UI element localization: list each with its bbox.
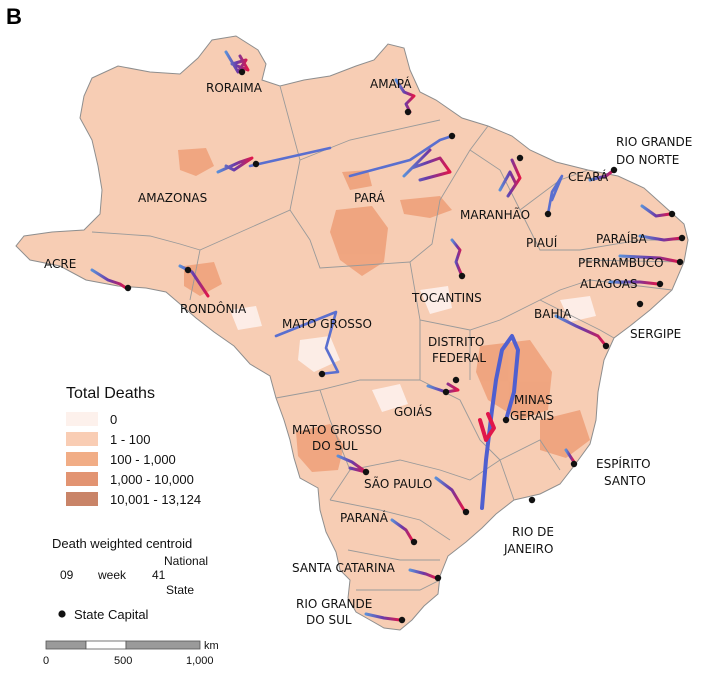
legend-classes: 0 1 - 100 100 - 1,000 1,000 - 10,000 10,… [66,412,201,507]
label-mato-grosso: MATO GROSSO [282,317,372,331]
legend-label-3: 1,000 - 10,000 [110,472,194,487]
label-roraima: RORAIMA [206,81,263,95]
label-ms-1: MATO GROSSO [292,423,382,437]
label-pernambuco: PERNAMBUCO [578,256,664,270]
label-santa-catarina: SANTA CATARINA [292,561,396,575]
legend: Total Deaths 0 1 - 100 100 - 1,000 1,000… [52,385,208,622]
legend-label-0: 0 [110,412,117,427]
label-rondonia: RONDÔNIA [180,301,247,316]
label-parana: PARANÁ [340,510,389,525]
label-df-1: DISTRITO [428,335,484,349]
light-patches [230,286,596,412]
panel-label: B [6,4,22,29]
brazil-outline [15,35,689,631]
label-rgs-1: RIO GRANDE [296,597,372,611]
label-sao-paulo: SÃO PAULO [364,476,432,491]
legend-label-4: 10,001 - 13,124 [110,492,201,507]
legend-swatch-4 [66,492,98,506]
label-goias: GOIÁS [394,404,432,419]
label-piaui: PIAUÍ [526,235,558,250]
label-maranhao: MARANHÃO [460,207,530,222]
centroid-legend-title: Death weighted centroid [52,536,192,551]
label-amapa: AMAPÁ [370,76,412,91]
state-capitals [124,68,686,624]
label-rgs-2: DO SUL [306,613,352,627]
national-label: National [164,554,208,568]
legend-swatch-1 [66,432,98,446]
legend-label-2: 100 - 1,000 [110,452,176,467]
label-es-1: ESPÍRITO [596,456,651,471]
label-tocantins: TOCANTINS [411,291,482,305]
label-paraiba: PARAÍBA [596,231,648,246]
label-ms-2: DO SUL [312,439,358,453]
week-start: 09 [60,568,74,582]
label-df-2: FEDERAL [432,351,486,365]
label-rj-2: JANEIRO [503,542,553,556]
label-acre: ACRE [44,257,76,271]
label-bahia: BAHIA [534,307,572,321]
scale-unit: km [204,640,219,652]
label-mg-1: MINAS [514,393,553,407]
legend-swatch-3 [66,472,98,486]
scale-tick-0: 0 [43,655,49,667]
label-amazonas: AMAZONAS [138,191,207,205]
label-rj-1: RIO DE [512,525,554,539]
label-mg-2: GERAIS [510,409,554,423]
label-es-2: SANTO [604,474,646,488]
scale-tick-1000: 1,000 [186,655,214,667]
label-ceara: CEARÁ [568,169,609,184]
legend-swatch-0 [66,412,98,426]
label-alagoas: ALAGOAS [580,277,638,291]
state-labels: RORAIMA AMAPÁ AMAZONAS PARÁ ACRE RONDÔNI… [44,76,692,627]
label-rgn-1: RIO GRANDE [616,135,692,149]
scale-tick-500: 500 [114,655,132,667]
label-para: PARÁ [354,190,386,205]
week-end: 41 [152,568,166,582]
label-sergipe: SERGIPE [630,327,681,341]
legend-label-1: 1 - 100 [110,432,150,447]
capital-label: State Capital [74,607,149,622]
scale-bar: km 0 500 1,000 [43,640,219,667]
capital-legend-dot [58,610,66,618]
state-label: State [166,583,194,597]
legend-swatch-2 [66,452,98,466]
week-word: week [97,568,127,582]
legend-title: Total Deaths [66,385,155,402]
label-rgn-2: DO NORTE [616,153,679,167]
